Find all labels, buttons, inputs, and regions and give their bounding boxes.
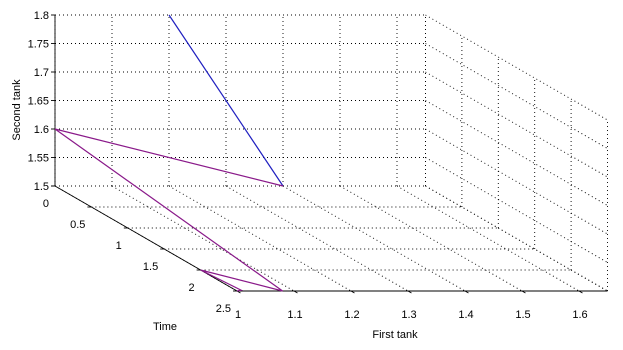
floor-grid-line <box>425 185 608 292</box>
x-tick-mark <box>293 290 298 294</box>
y-tick-label: 1.6 <box>34 124 49 136</box>
side-wall-grid-line <box>425 71 608 178</box>
side-wall-grid-line <box>425 185 608 292</box>
floor-grid-line <box>111 185 295 292</box>
x-tick-label: 1.5 <box>515 309 530 321</box>
y-axis-label: Second tank <box>11 79 23 141</box>
y-tick-label: 1.75 <box>28 39 49 51</box>
x-tick-mark <box>407 290 412 294</box>
time-axis-label: Time <box>153 321 177 333</box>
x-tick-label: 1 <box>235 309 241 321</box>
x-tick-label: 1.1 <box>287 309 302 321</box>
time-tick-label: 0.5 <box>70 219 85 231</box>
time-tick-label: 2 <box>188 282 194 294</box>
tick-labels: 1 1.1 1.2 1.3 1.4 1.5 1.6 0 0.5 1 1.5 2 2.5 1.5 1.55 1.… <box>28 10 588 321</box>
floor-grid-line <box>396 185 580 292</box>
series-line-2 <box>54 128 284 292</box>
series-line-1 <box>168 14 284 187</box>
side-wall-grid-line <box>425 43 608 149</box>
x-tick-mark <box>521 290 526 294</box>
x-tick-mark <box>350 290 355 294</box>
x-tick-mark <box>464 290 469 294</box>
time-tick-label: 2.5 <box>216 303 231 315</box>
side-wall-grid-line <box>425 100 608 206</box>
y-tick-label: 1.7 <box>34 67 49 79</box>
y-tick-label: 1.65 <box>28 96 49 108</box>
floor-grid-line <box>225 185 409 292</box>
y-tick-label: 1.5 <box>34 181 49 193</box>
x-tick-label: 1.6 <box>572 309 587 321</box>
grid <box>54 14 608 292</box>
floor-grid-line <box>339 185 523 292</box>
time-tick-label: 1 <box>116 240 122 252</box>
axes <box>51 14 608 294</box>
series-layer <box>54 14 284 292</box>
side-wall-grid-line <box>425 157 608 263</box>
time-tick-label: 1.5 <box>143 261 158 273</box>
floor-grid-line <box>282 185 466 292</box>
x-tick-label: 1.3 <box>401 309 416 321</box>
y-tick-label: 1.55 <box>28 153 49 165</box>
side-wall-grid-line <box>425 14 608 121</box>
x-tick-label: 1.2 <box>344 309 359 321</box>
x-tick-label: 1.4 <box>458 309 473 321</box>
y-tick-label: 1.8 <box>34 10 49 22</box>
x-tick-mark <box>578 290 583 294</box>
x-axis-label: First tank <box>372 329 418 341</box>
time-tick-label: 0 <box>43 198 49 210</box>
